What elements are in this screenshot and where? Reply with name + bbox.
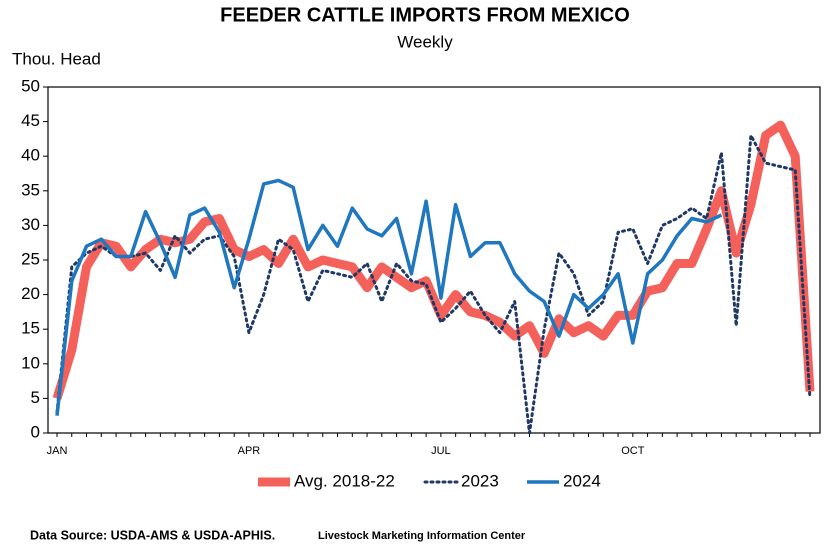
legend-label: 2023	[461, 471, 499, 490]
y-tick-label: 30	[21, 215, 40, 234]
y-tick-label: 20	[21, 284, 40, 303]
legend-label: Avg. 2018-22	[294, 471, 395, 490]
y-tick-label: 25	[21, 249, 40, 268]
y-tick-label: 45	[21, 111, 40, 130]
y-tick-label: 10	[21, 353, 40, 372]
chart-title: FEEDER CATTLE IMPORTS FROM MEXICO	[220, 4, 630, 26]
x-tick-label: OCT	[621, 445, 645, 457]
y-tick-label: 15	[21, 319, 40, 338]
y-tick-label: 50	[21, 76, 40, 95]
y-tick-label: 40	[21, 146, 40, 165]
y-tick-label: 0	[31, 422, 40, 441]
y-tick-label: 5	[31, 388, 40, 407]
legend-label: 2024	[563, 471, 601, 490]
y-axis-label: Thou. Head	[12, 49, 101, 68]
x-tick-label: JAN	[47, 445, 68, 457]
x-tick-label: APR	[238, 445, 261, 457]
source: Data Source: USDA-AMS & USDA-APHIS.	[30, 528, 275, 542]
series-line	[55, 133, 812, 435]
source-org: Livestock Marketing Information Center	[318, 530, 526, 542]
x-tick-label: JUL	[431, 445, 451, 457]
series-line	[55, 178, 723, 416]
y-tick-label: 35	[21, 180, 40, 199]
chart-subtitle: Weekly	[397, 32, 453, 51]
